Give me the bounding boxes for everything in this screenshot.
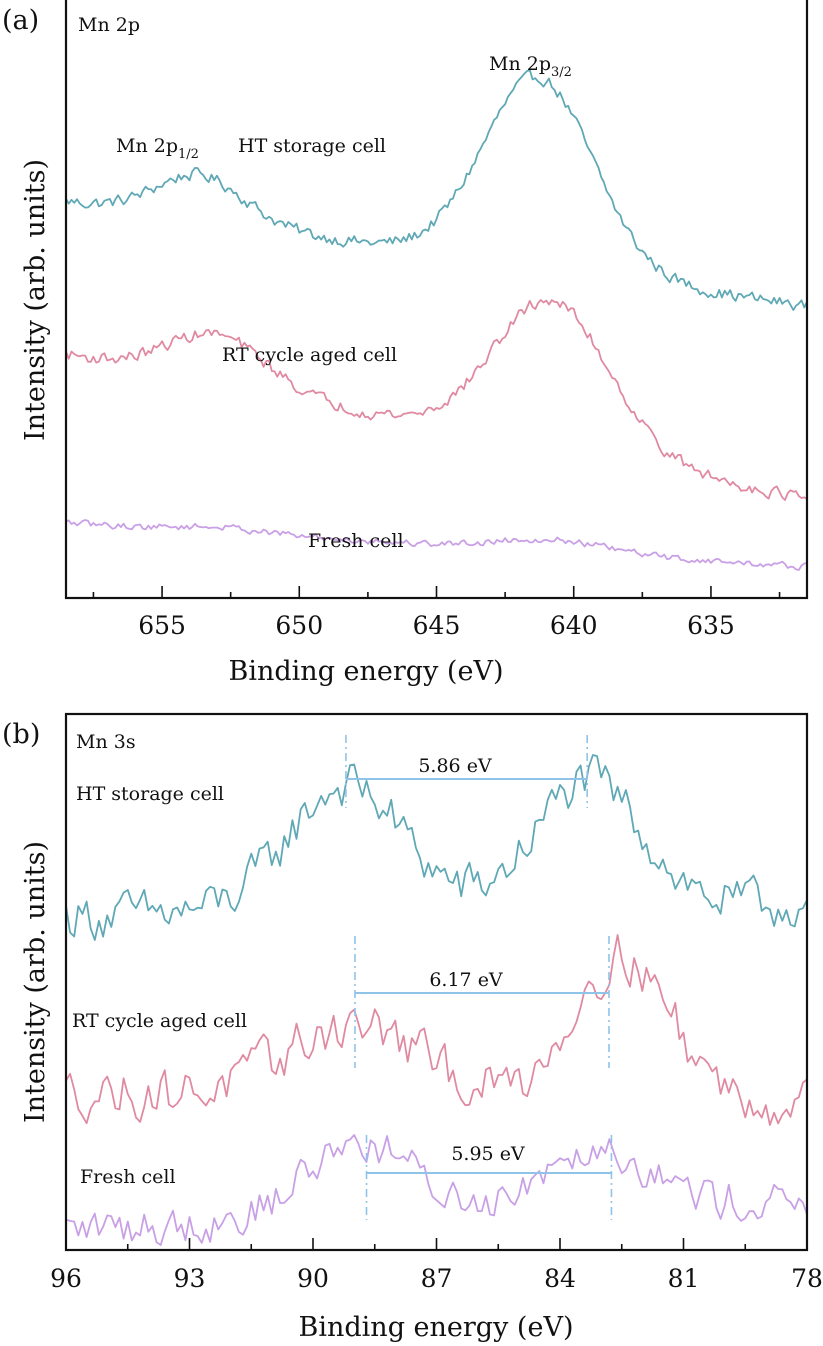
x-tick-label: 650 [275, 611, 323, 640]
panel-b-x-axis-title: Binding energy (eV) [299, 1312, 574, 1343]
x-tick-label: 78 [791, 1264, 823, 1293]
x-tick-label: 640 [550, 611, 598, 640]
x-tick-label: 90 [297, 1264, 329, 1293]
panel-b-y-axis-title: Intensity (arb. units) [20, 841, 51, 1123]
panel-b-series [65, 754, 808, 1246]
panel-a-frame [64, 0, 809, 600]
series-fresh-cell [65, 519, 808, 571]
x-tick-label: 96 [50, 1264, 82, 1293]
label-b-fresh-cell: Fresh cell [80, 1166, 176, 1188]
panel-a-mn2p: (a) 655 650 645 640 635 Mn 2p Mn 2p1/2 HT st… [2, 0, 809, 687]
panel-b-title: Mn 3s [76, 731, 136, 753]
annotation-mn2p12-main: Mn 2p [116, 135, 178, 157]
series-ht-storage-cell [65, 754, 808, 941]
series-ht-storage-cell [65, 69, 808, 311]
label-a-ht-storage-cell: HT storage cell [238, 135, 386, 157]
x-tick-label: 655 [138, 611, 186, 640]
x-tick-label: 93 [174, 1264, 206, 1293]
x-tick-label: 84 [544, 1264, 576, 1293]
splitting-label-fresh: 5.95 eV [451, 1143, 525, 1165]
label-b-ht-storage-cell: HT storage cell [76, 783, 224, 805]
x-tick-label: 635 [687, 611, 735, 640]
splitting-label-ht: 5.86 eV [418, 755, 492, 777]
annotation-mn2p32: Mn 2p3/2 [489, 53, 572, 80]
series-rt-cycle-aged-cell [65, 299, 808, 501]
x-tick-label: 645 [413, 611, 461, 640]
label-a-fresh-cell: Fresh cell [308, 530, 404, 552]
x-tick-label: 81 [668, 1264, 700, 1293]
panel-label-b: (b) [2, 719, 40, 750]
panel-label-a: (a) [2, 5, 39, 36]
annotation-mn2p12: Mn 2p1/2 [116, 135, 199, 162]
x-tick-label: 87 [421, 1264, 453, 1293]
panel-b-x-ticks: 96 93 90 87 84 81 78 [50, 1238, 823, 1293]
panel-a-series [65, 69, 808, 571]
panel-a-x-ticks: 655 650 645 640 635 [92, 586, 781, 640]
label-b-rt-cycle-aged-cell: RT cycle aged cell [72, 1010, 247, 1032]
splitting-label-rt: 6.17 eV [429, 969, 503, 991]
annotation-mn2p12-sub: 1/2 [178, 147, 199, 162]
panel-a-title: Mn 2p [78, 14, 140, 36]
annotation-mn2p32-sub: 3/2 [551, 65, 572, 80]
panel-b-mn3s: (b) 96 93 90 87 84 81 78 Mn 3s HT storage cell… [2, 712, 823, 1343]
annotation-mn2p32-main: Mn 2p [489, 53, 551, 75]
series-rt-cycle-aged-cell [65, 934, 808, 1126]
panel-b-splitting-markers [345, 735, 613, 1220]
series-fresh-cell [65, 1134, 808, 1246]
label-a-rt-cycle-aged-cell: RT cycle aged cell [222, 344, 397, 366]
panel-a-y-axis-title: Intensity (arb. units) [20, 159, 51, 441]
panel-a-x-axis-title: Binding energy (eV) [229, 656, 504, 687]
